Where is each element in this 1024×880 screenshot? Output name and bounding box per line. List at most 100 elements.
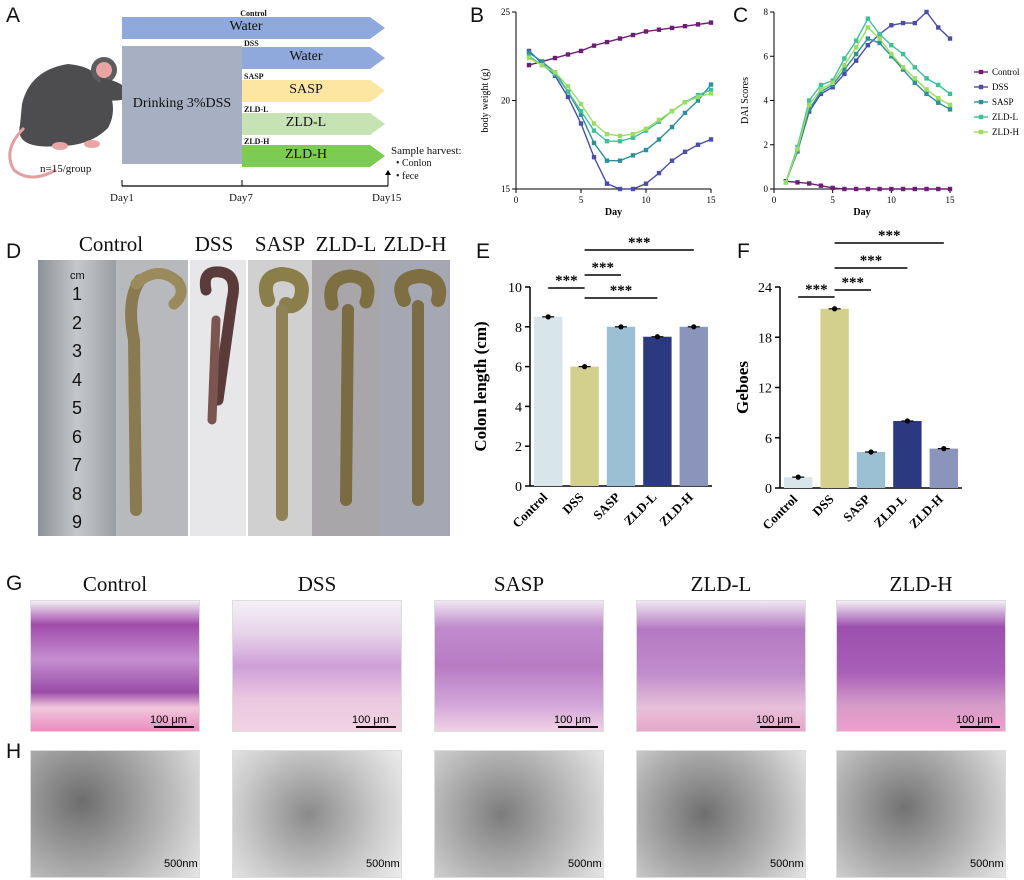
histology-sasp-image xyxy=(434,600,604,732)
control-arrow-text: Water xyxy=(229,19,263,34)
data-point xyxy=(853,58,859,63)
bar xyxy=(784,477,813,488)
x-tick-label: 15 xyxy=(707,195,717,205)
data-point xyxy=(889,54,894,59)
data-point xyxy=(818,183,824,188)
panel-label-d: D xyxy=(6,240,22,263)
legend-label: ZLD-L xyxy=(992,112,1018,122)
y-axis-label: Colon length (cm) xyxy=(471,321,490,451)
y-tick-label: 0 xyxy=(764,184,769,194)
legend-label: SASP xyxy=(992,97,1014,107)
ruler-unit: cm xyxy=(70,270,85,282)
data-point xyxy=(900,67,906,72)
data-point xyxy=(900,51,906,57)
significance-stars: *** xyxy=(628,235,651,251)
data-point xyxy=(682,110,688,116)
data-point xyxy=(947,102,953,108)
data-point xyxy=(889,23,894,28)
data-point xyxy=(630,186,636,192)
chart-body-weight: 15 20 25 0 5 10 15 Day body weight (g) xyxy=(480,7,717,218)
data-point xyxy=(795,474,801,480)
sample-colon-text: Conlon xyxy=(402,158,432,169)
y-tick-label: 8 xyxy=(764,7,769,17)
data-point xyxy=(630,32,636,38)
series-line xyxy=(528,55,712,142)
data-point xyxy=(924,76,929,81)
data-point xyxy=(565,94,571,100)
data-point xyxy=(818,91,824,97)
ruler-number: 8 xyxy=(72,483,83,504)
data-point xyxy=(889,42,894,48)
legend-marker xyxy=(978,99,984,105)
x-tick-label: 15 xyxy=(946,195,956,205)
data-point xyxy=(865,186,871,192)
significance-stars: *** xyxy=(878,230,901,244)
y-tick-label: 0 xyxy=(765,482,772,497)
data-point xyxy=(904,418,910,424)
x-tick-label: Control xyxy=(759,491,800,532)
histology-scale-zldl: 100 μm xyxy=(756,714,793,726)
data-point xyxy=(912,76,917,81)
x-tick-label: ZLD-L xyxy=(621,489,660,528)
panel-label-g: G xyxy=(6,572,23,595)
legend-label: Control xyxy=(992,67,1020,77)
data-point xyxy=(552,69,558,75)
data-point xyxy=(889,51,894,57)
data-point xyxy=(795,180,800,185)
data-point xyxy=(912,65,917,70)
data-point xyxy=(604,139,610,144)
bar xyxy=(534,316,563,486)
x-tick-label: SASP xyxy=(840,491,873,524)
ruler-number: 6 xyxy=(72,426,83,447)
data-point xyxy=(630,131,636,137)
ruler-number: 4 xyxy=(72,369,83,390)
data-point xyxy=(591,154,597,160)
data-point xyxy=(912,20,917,26)
tem-control-image xyxy=(30,750,200,878)
data-point xyxy=(669,158,675,163)
data-point xyxy=(853,51,859,57)
data-point xyxy=(708,91,714,96)
tem-dss-image xyxy=(232,750,402,878)
histology-scale-sasp: 100 μm xyxy=(554,714,591,726)
data-point xyxy=(591,128,597,133)
data-point xyxy=(604,131,610,137)
data-point xyxy=(617,36,623,41)
tem-scale-sasp: 500nm xyxy=(568,858,602,870)
data-point xyxy=(591,43,597,48)
data-point xyxy=(578,108,584,114)
y-tick-label: 15 xyxy=(501,184,511,194)
x-tick-label: ZLD-L xyxy=(871,491,910,530)
ruler-number: 7 xyxy=(72,455,83,475)
day-label-1: Day1 xyxy=(110,192,134,204)
data-point xyxy=(853,45,859,50)
data-point xyxy=(708,20,714,25)
data-point xyxy=(604,158,610,163)
x-axis-label: Day xyxy=(853,207,870,218)
sample-item-colon: • Conlon xyxy=(396,158,432,169)
data-point xyxy=(807,98,812,103)
data-point xyxy=(691,324,697,330)
data-point xyxy=(936,96,941,101)
data-point xyxy=(936,25,941,30)
data-point xyxy=(936,82,941,88)
data-point xyxy=(830,78,835,83)
panel-label-a: A xyxy=(6,4,21,27)
x-tick-label: DSS xyxy=(809,492,836,519)
mouse-icon xyxy=(8,57,129,179)
histo-label-sasp: SASP xyxy=(493,572,545,596)
y-tick-label: 6 xyxy=(515,361,522,376)
panel-label-b: B xyxy=(470,4,485,27)
data-point xyxy=(795,149,800,154)
data-point xyxy=(578,48,584,54)
group-tag-dss: DSS xyxy=(244,39,259,48)
tem-sasp-image xyxy=(434,750,604,878)
data-point xyxy=(526,55,532,61)
data-point xyxy=(545,314,551,320)
y-tick-label: 24 xyxy=(758,281,772,296)
colon-group-zldl: ZLD-L xyxy=(315,232,377,256)
bar xyxy=(643,336,672,486)
data-point xyxy=(830,82,835,88)
histo-label-dss: DSS xyxy=(297,572,337,596)
